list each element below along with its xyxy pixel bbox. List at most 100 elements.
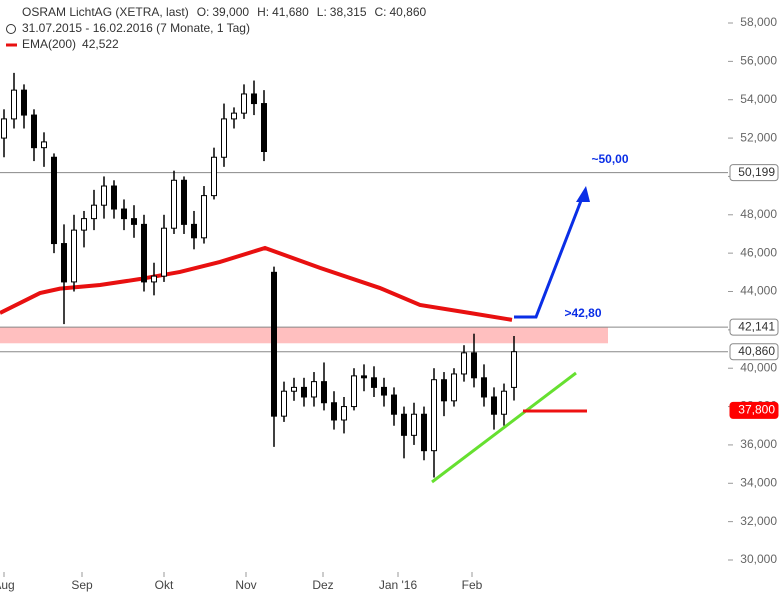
candle-body <box>391 394 397 415</box>
candle-body <box>411 413 417 436</box>
candle-body <box>141 223 147 283</box>
level-label: 50,199 <box>738 165 775 179</box>
candle-body <box>171 179 177 229</box>
y-tick-label: 54,000 <box>740 92 777 106</box>
candle-body <box>241 93 247 114</box>
candle-body <box>121 208 127 220</box>
candle-body <box>481 377 487 398</box>
candle-body <box>491 396 497 415</box>
y-tick-label: 44,000 <box>740 284 777 298</box>
header-title: OSRAM LichtAG (XETRA, last) O: 39,000 H: 41,… <box>22 5 427 19</box>
quote-label: L: <box>317 5 327 19</box>
quote-value: 39,000 <box>212 5 249 19</box>
candle-body <box>501 390 507 415</box>
candle-body <box>261 103 267 153</box>
y-tick-label: 52,000 <box>740 130 777 144</box>
candle-body <box>511 351 517 388</box>
zone <box>0 327 608 344</box>
candle-body <box>61 243 67 283</box>
candle-body <box>371 377 377 388</box>
candle-body <box>361 375 367 379</box>
candle-body <box>1 118 7 139</box>
candle-body <box>211 156 217 197</box>
x-tick-label: Nov <box>235 578 256 592</box>
x-tick-label: Dez <box>312 578 333 592</box>
candle-body <box>471 352 477 379</box>
y-tick-label: 30,000 <box>740 552 777 566</box>
quote-label: C: <box>375 5 387 19</box>
forecast-arrow <box>514 192 586 319</box>
candle-body <box>41 141 47 149</box>
x-tick-label: Feb <box>462 578 483 592</box>
x-tick-label: Jan '16 <box>379 578 418 592</box>
candle-body <box>101 185 107 206</box>
trend-line <box>431 371 577 484</box>
level-label: 40,860 <box>738 344 775 358</box>
candle-body <box>201 195 207 239</box>
candle-body <box>301 386 307 398</box>
clock-icon <box>6 24 16 34</box>
candle-body <box>311 381 317 398</box>
candle-body <box>321 381 327 404</box>
candle-body <box>181 179 187 225</box>
candle-body <box>271 271 277 417</box>
candle-body <box>281 390 287 417</box>
candle-body <box>461 352 467 375</box>
x-tick-label: Aug <box>0 578 15 592</box>
y-tick-label: 34,000 <box>740 475 777 489</box>
ema-line <box>0 245 513 322</box>
candle-body <box>421 413 427 452</box>
y-tick-label: 48,000 <box>740 207 777 221</box>
plot: 30,00032,00034,00036,00038,00040,00042,0… <box>0 15 779 592</box>
level-box <box>729 343 779 361</box>
quote-label: O: <box>197 5 210 19</box>
quote-value: 41,680 <box>272 5 309 19</box>
candle-body <box>291 386 297 392</box>
candle-body <box>221 118 227 158</box>
candle-body <box>351 375 357 408</box>
y-tick-label: 58,000 <box>740 15 777 29</box>
candle-body <box>161 227 167 277</box>
candle-body <box>71 229 77 283</box>
level-box <box>729 318 779 336</box>
candle-body <box>111 185 117 210</box>
y-tick-label: 32,000 <box>740 514 777 528</box>
legend-value: 42,522 <box>82 37 119 51</box>
x-tick-label: Sep <box>71 578 93 592</box>
candle-body <box>441 379 447 402</box>
candle-body <box>131 218 137 225</box>
annotation: >42,80 <box>564 306 601 320</box>
candle-body <box>381 386 387 396</box>
annotation: ~50,00 <box>591 152 628 166</box>
candle-body <box>341 406 347 421</box>
candle-body <box>31 114 37 149</box>
y-tick-label: 56,000 <box>740 54 777 68</box>
candle-body <box>401 413 407 436</box>
arrow-head <box>576 186 590 202</box>
y-tick-label: 40,000 <box>740 360 777 374</box>
quote-value: 38,315 <box>330 5 367 19</box>
level-label: 37,800 <box>738 403 775 417</box>
legend-entry: EMA(200) 42,522 <box>22 37 119 51</box>
candle-body <box>151 275 157 283</box>
candle-body <box>451 373 457 402</box>
quote-value: 40,860 <box>390 5 427 19</box>
level-label: 42,141 <box>738 319 775 333</box>
candle-body <box>11 89 17 120</box>
candle-body <box>81 218 87 231</box>
header-subtitle: 31.07.2015 - 16.02.2016 (7 Monate, 1 Tag… <box>22 21 250 35</box>
candle-body <box>251 93 257 105</box>
level-box <box>729 401 779 419</box>
y-tick-label: 36,000 <box>740 437 777 451</box>
quote-label: H: <box>257 5 269 19</box>
candle-body <box>191 223 197 239</box>
header-name: OSRAM LichtAG (XETRA, last) <box>22 5 189 19</box>
level-box <box>729 164 779 182</box>
candle-body <box>231 112 237 120</box>
legend-name: EMA(200) <box>22 37 76 51</box>
y-tick-label: 46,000 <box>740 245 777 259</box>
candle-body <box>21 89 27 116</box>
candle-body <box>431 379 437 452</box>
